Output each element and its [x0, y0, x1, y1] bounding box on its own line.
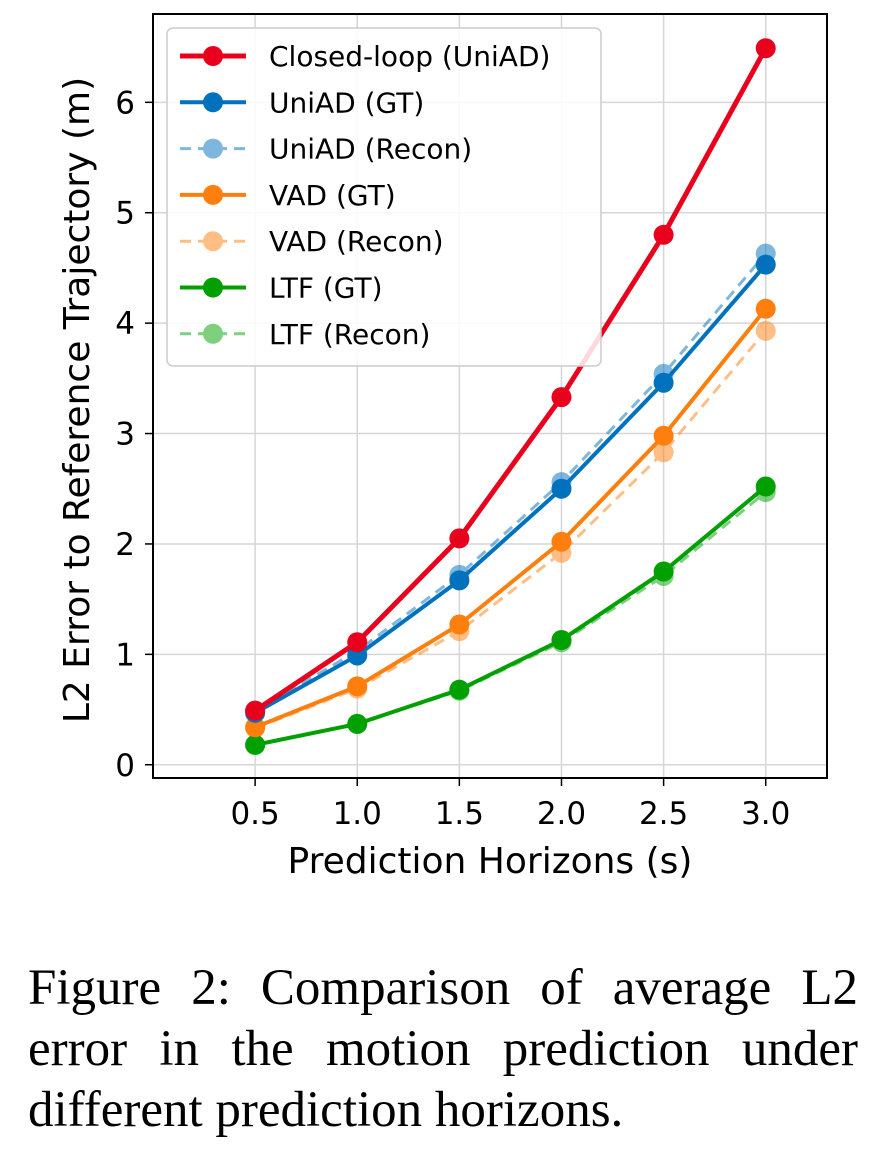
- y-tick-label: 2: [115, 527, 135, 563]
- series-ltf-recon: [245, 482, 776, 755]
- legend-label-uniad-recon: UniAD (Recon): [269, 133, 472, 166]
- series-ltf-gt: [245, 476, 776, 755]
- legend-marker-closed-loop-uniad: [203, 46, 223, 66]
- data-point-uniad-gt: [653, 372, 674, 393]
- legend-marker-vad-gt: [203, 184, 223, 205]
- legend-swatch-uniad-gt: [180, 92, 246, 113]
- data-series: [245, 38, 776, 755]
- axis-ticks: 0.5 1.0 1.5 2.0 2.5 3.0 0 1 2 3 4 5 6: [115, 85, 790, 832]
- legend-swatch-vad-recon: [180, 231, 246, 252]
- legend-marker-vad-recon: [203, 231, 223, 252]
- data-point-ltf-gt: [245, 734, 266, 755]
- series-line-ltf-gt: [253, 484, 768, 747]
- y-tick-label: 6: [115, 85, 135, 121]
- legend-label-uniad-gt: UniAD (GT): [269, 86, 424, 119]
- legend-marker-ltf-recon: [203, 323, 223, 344]
- data-point-vad-gt: [653, 425, 674, 446]
- legend-marker-ltf-gt: [203, 277, 223, 298]
- series-line-closed-loop-uniad: [252, 45, 769, 714]
- legend-label-ltf-gt: LTF (GT): [269, 272, 383, 305]
- plot-frame: [152, 13, 828, 779]
- legend-label-vad-gt: VAD (GT): [269, 179, 396, 212]
- legend-box: [166, 27, 602, 367]
- line-chart: 0.5 1.0 1.5 2.0 2.5 3.0 0 1 2 3 4 5 6 Prediction Hor…: [57, 13, 828, 882]
- legend-swatch-vad-gt: [180, 184, 246, 205]
- data-point-ltf-gt: [347, 713, 368, 734]
- data-point-vad-gt: [755, 298, 776, 319]
- y-tick-label: 3: [115, 417, 135, 453]
- data-point-ltf-gt: [653, 561, 674, 582]
- data-point-closed-loop-uniad: [755, 38, 776, 59]
- legend-label-ltf-recon: LTF (Recon): [269, 318, 430, 351]
- data-point-uniad-gt: [551, 478, 572, 499]
- data-point-closed-loop-uniad: [551, 387, 572, 408]
- legend-swatch-uniad-recon: [180, 138, 246, 159]
- data-point-closed-loop-uniad: [245, 700, 266, 721]
- data-point-ltf-gt: [755, 476, 776, 497]
- x-tick-label: 3.0: [741, 796, 790, 832]
- y-tick-label: 0: [115, 748, 135, 784]
- legend-swatch-ltf-gt: [180, 277, 246, 298]
- data-point-ltf-gt: [449, 679, 470, 700]
- y-axis-label: L2 Error to Reference Trajectory (m): [57, 77, 98, 723]
- data-point-uniad-gt: [449, 570, 470, 591]
- data-point-vad-recon: [755, 320, 776, 341]
- x-tick-label: 1.5: [435, 796, 484, 832]
- x-tick-label: 1.0: [333, 796, 382, 832]
- data-point-vad-gt: [551, 531, 572, 552]
- x-tick-label: 2.0: [537, 796, 586, 832]
- series-line-uniad-gt: [253, 262, 768, 715]
- series-closed-loop-uniad: [245, 38, 776, 721]
- legend-label-vad-recon: VAD (Recon): [269, 225, 444, 258]
- data-point-closed-loop-uniad: [653, 224, 674, 245]
- series-line-vad-gt: [253, 306, 768, 730]
- legend: Closed-loop (UniAD) UniAD (GT) UniAD (Reco…: [166, 27, 602, 367]
- y-tick-label: 4: [115, 306, 135, 342]
- data-point-closed-loop-uniad: [347, 632, 368, 653]
- x-tick-label: 2.5: [639, 796, 688, 832]
- y-tick-label: 5: [115, 196, 135, 232]
- legend-marker-uniad-recon: [203, 138, 223, 159]
- data-point-uniad-gt: [755, 254, 776, 275]
- y-tick-label: 1: [115, 637, 135, 673]
- data-point-ltf-gt: [551, 629, 572, 650]
- data-point-closed-loop-uniad: [449, 528, 470, 549]
- legend-swatch-ltf-recon: [180, 323, 246, 344]
- series-line-uniad-recon: [254, 252, 767, 712]
- data-point-vad-gt: [347, 676, 368, 697]
- x-tick-label: 0.5: [230, 796, 279, 832]
- x-axis-label: Prediction Horizons (s): [288, 841, 693, 882]
- data-point-vad-recon: [653, 442, 674, 463]
- legend-label-closed-loop-uniad: Closed-loop (UniAD): [269, 40, 550, 73]
- data-point-vad-gt: [245, 717, 266, 738]
- series-vad-gt: [245, 298, 776, 738]
- legend-swatch-closed-loop-uniad: [180, 46, 246, 66]
- data-point-vad-gt: [449, 614, 470, 635]
- series-uniad-gt: [245, 254, 776, 723]
- legend-marker-uniad-gt: [203, 92, 223, 113]
- series-line-ltf-recon: [254, 490, 767, 747]
- figure-caption: Figure 2: Comparison of average L2 error…: [28, 960, 858, 1138]
